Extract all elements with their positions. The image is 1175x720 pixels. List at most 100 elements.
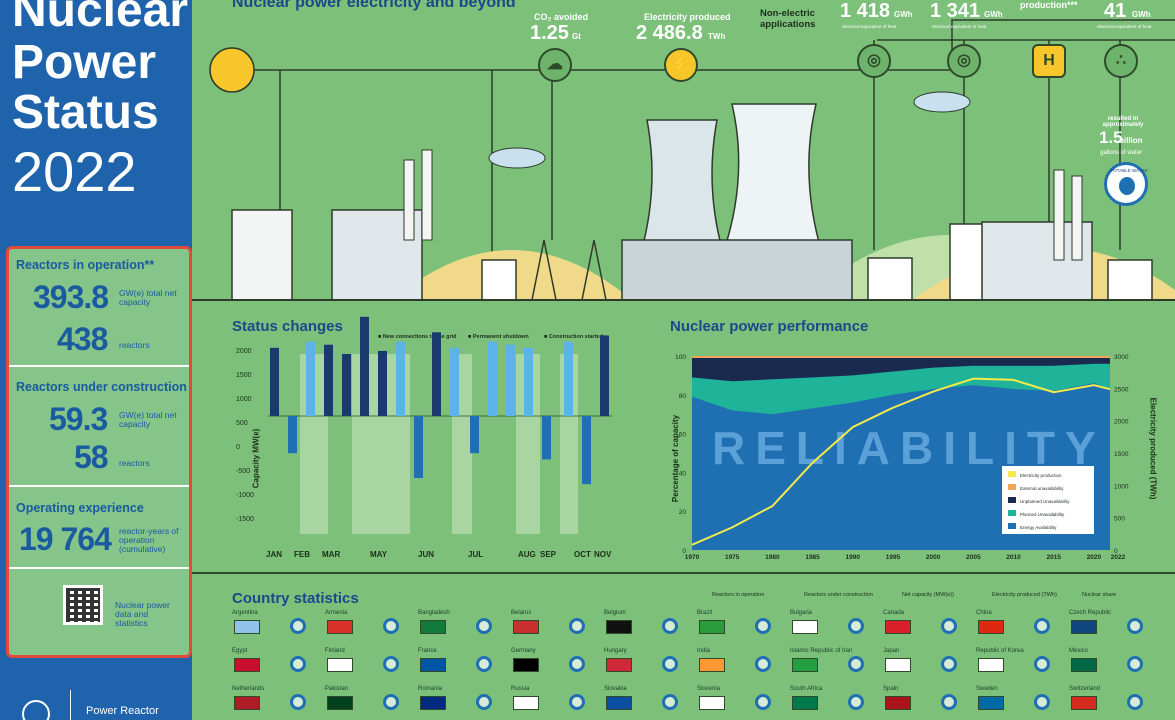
country-name: Belgium <box>604 610 626 616</box>
water-unit: GWh <box>1132 10 1151 19</box>
unplanned-area <box>692 357 1110 382</box>
country-section: Country statistics Reactors in operation… <box>192 572 1175 720</box>
country-card[interactable]: Republic of Korea <box>976 648 1068 674</box>
country-name: Canada <box>883 610 905 616</box>
construction-capacity-unit: GW(e) total net capacity <box>119 410 177 429</box>
country-name: Argentina <box>232 610 258 616</box>
country-card[interactable]: Hungary <box>604 648 696 674</box>
operation-reactors: 438 <box>57 321 108 357</box>
nuclear-share-pie <box>290 656 306 672</box>
qr-code[interactable] <box>63 585 103 625</box>
status-bar <box>306 341 315 416</box>
country-card[interactable]: Slovakia <box>604 686 696 712</box>
country-card[interactable]: Slovenia <box>697 686 789 712</box>
co2-icon: ☁ <box>538 48 572 82</box>
country-name: China <box>976 610 992 616</box>
country-card[interactable]: China <box>976 610 1068 636</box>
country-card[interactable]: South Africa <box>790 686 882 712</box>
country-card[interactable]: Pakistan <box>325 686 417 712</box>
nuclear-share-pie <box>290 618 306 634</box>
country-card[interactable]: Brazil <box>697 610 789 636</box>
nuclear-share-pie <box>476 618 492 634</box>
country-card[interactable]: Japan <box>883 648 975 674</box>
non-electric-label: Non-electric applications <box>760 8 816 30</box>
iaea-logo-icon <box>22 700 50 720</box>
country-card[interactable]: India <box>697 648 789 674</box>
operation-reactors-unit: reactors <box>119 340 150 350</box>
legend-swatch <box>1008 497 1016 503</box>
status-ytick: 1500 <box>236 372 252 379</box>
month-label: JUN <box>418 550 435 559</box>
country-card[interactable]: Sweden <box>976 686 1068 712</box>
country-card[interactable]: Bulgaria <box>790 610 882 636</box>
country-card[interactable]: Finland <box>325 648 417 674</box>
country-card[interactable]: Russia <box>511 686 603 712</box>
flag-icon <box>699 658 725 672</box>
country-legend-item: Net capacity (MW(e)) <box>902 592 954 598</box>
country-legend-item: Reactors under construction <box>804 592 873 598</box>
status-ytick: -1000 <box>236 492 254 499</box>
flag-icon <box>1071 620 1097 634</box>
qr-label: Nuclear power data and statistics <box>115 600 170 628</box>
country-card[interactable]: Czech Republic <box>1069 610 1161 636</box>
status-bar <box>564 341 573 416</box>
country-name: Japan <box>883 648 900 654</box>
x-tick: 2022 <box>1111 554 1126 561</box>
lightning-icon: ⚡ <box>664 48 698 82</box>
country-name: Russia <box>511 686 530 692</box>
y-tick: 20 <box>679 509 687 516</box>
nuclear-share-pie <box>941 694 957 710</box>
co2-unit: Gt <box>572 32 581 41</box>
country-name: Islamic Republic of Iran <box>790 648 853 654</box>
performance-chart: RELIABILITY 100 80 60 40 20 0 3000 2500 2000 1500 1… <box>675 354 1129 561</box>
nuclear-share-pie <box>383 694 399 710</box>
construction-heading: Reactors under construction <box>16 380 187 394</box>
heat1-unit: GWh <box>894 10 913 19</box>
legend-label: Unplanned Unavailability <box>1020 499 1070 504</box>
status-bar <box>414 416 423 478</box>
country-card[interactable]: Argentina <box>232 610 324 636</box>
flag-icon <box>606 696 632 710</box>
country-card[interactable]: Mexico <box>1069 648 1161 674</box>
legend-swatch <box>1008 510 1016 516</box>
experience-heading: Operating experience <box>16 501 144 515</box>
country-card[interactable]: Spain <box>883 686 975 712</box>
nuclear-share-pie <box>476 694 492 710</box>
status-bar <box>324 344 333 416</box>
country-card[interactable]: Egypt <box>232 648 324 674</box>
country-card[interactable]: Belgium <box>604 610 696 636</box>
status-heading: Status changes <box>232 318 343 335</box>
legend-swatch <box>1008 523 1016 529</box>
performance-heading: Nuclear power performance <box>670 318 869 335</box>
status-bar <box>342 354 351 416</box>
country-card[interactable]: Belarus <box>511 610 603 636</box>
flag-icon <box>792 658 818 672</box>
nuclear-share-pie <box>1127 694 1143 710</box>
country-card[interactable]: Netherlands <box>232 686 324 712</box>
country-card[interactable]: Bangladesh <box>418 610 510 636</box>
nuclear-share-pie <box>848 618 864 634</box>
flag-icon <box>513 658 539 672</box>
heat2-note: electrical equivalent of heat <box>932 24 987 29</box>
country-card[interactable]: Canada <box>883 610 975 636</box>
divider <box>9 365 189 367</box>
nuclear-share-pie <box>1127 656 1143 672</box>
country-card[interactable]: Switzerland <box>1069 686 1161 712</box>
x-tick: 1980 <box>765 554 780 561</box>
country-card[interactable]: Armenia <box>325 610 417 636</box>
month-label: MAY <box>370 550 388 559</box>
flag-icon <box>513 696 539 710</box>
nuclear-share-pie <box>1034 656 1050 672</box>
country-card[interactable]: France <box>418 648 510 674</box>
country-name: Sweden <box>976 686 998 692</box>
nuclear-share-pie <box>1034 694 1050 710</box>
country-card[interactable]: Germany <box>511 648 603 674</box>
country-card[interactable]: Romania <box>418 686 510 712</box>
divider <box>9 485 189 487</box>
country-name: Bulgaria <box>790 610 813 616</box>
status-ytick: 500 <box>236 420 248 427</box>
y-tick: 100 <box>675 354 686 361</box>
status-bar <box>270 347 279 416</box>
country-card[interactable]: Islamic Republic of Iran <box>790 648 882 674</box>
country-legend-item: Nuclear share <box>1082 592 1117 598</box>
